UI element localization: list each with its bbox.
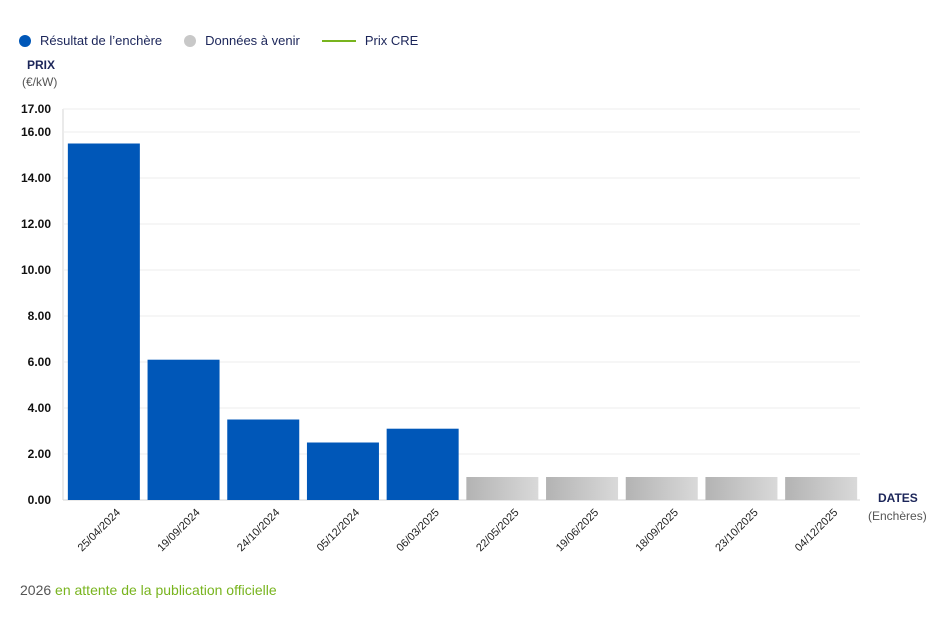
footer-status: en attente de la publication officielle: [55, 582, 277, 598]
x-tick-label: 24/10/2024: [235, 507, 282, 554]
bar-result[interactable]: [306, 442, 379, 501]
legend-cre-label: Prix CRE: [364, 33, 419, 48]
footer-year: 2026: [20, 582, 52, 598]
bar-result[interactable]: [227, 419, 300, 501]
x-tick-label: 18/09/2025: [634, 507, 681, 554]
x-tick-label: 25/04/2024: [76, 507, 123, 554]
bar-upcoming[interactable]: [546, 477, 619, 500]
y-tick-label: 12.00: [21, 217, 51, 231]
y-tick-label: 4.00: [28, 401, 52, 415]
y-tick-label: 16.00: [21, 125, 51, 139]
footer-note: 2026 en attente de la publication offici…: [20, 582, 277, 598]
x-axis-title: DATES: [878, 491, 918, 505]
y-axis-unit: (€/kW): [22, 75, 58, 89]
y-tick-label: 6.00: [28, 355, 52, 369]
legend-cre-swatch: [321, 39, 356, 42]
x-axis-unit: (Enchères): [868, 509, 927, 523]
y-tick-label: 2.00: [28, 447, 52, 461]
x-tick-label: 04/12/2025: [793, 507, 840, 554]
legend-item-result[interactable]: Résultat de l’enchère: [19, 33, 162, 48]
bar-upcoming[interactable]: [705, 477, 778, 500]
legend-upcoming-label: Données à venir: [205, 33, 300, 48]
x-tick-label: 05/12/2024: [315, 507, 362, 554]
x-tick-label: 19/06/2025: [554, 507, 601, 554]
bar-upcoming[interactable]: [785, 477, 858, 500]
y-tick-label: 0.00: [28, 493, 52, 507]
x-tick-label: 22/05/2025: [474, 507, 521, 554]
y-tick-label: 8.00: [28, 309, 52, 323]
y-tick-label: 14.00: [21, 171, 51, 185]
x-tick-label: 06/03/2025: [394, 507, 441, 554]
y-axis-title: PRIX: [27, 58, 56, 72]
legend-result-swatch: [19, 34, 31, 47]
bar-upcoming[interactable]: [625, 477, 698, 500]
legend-item-cre[interactable]: Prix CRE: [321, 33, 419, 48]
bar-upcoming[interactable]: [466, 477, 539, 500]
y-tick-label: 17.00: [21, 102, 51, 116]
legend-upcoming-swatch: [184, 34, 197, 47]
bar-result[interactable]: [147, 359, 220, 500]
y-tick-label: 10.00: [21, 263, 51, 277]
x-tick-label: 19/09/2024: [155, 507, 202, 554]
x-tick-label: 23/10/2025: [713, 507, 760, 554]
legend-result-label: Résultat de l’enchère: [40, 33, 163, 48]
chart-legend: Résultat de l’enchère Données à venir Pr…: [19, 33, 440, 48]
bar-result[interactable]: [67, 143, 140, 501]
bar-result[interactable]: [386, 428, 459, 500]
legend-item-upcoming[interactable]: Données à venir: [184, 33, 300, 48]
